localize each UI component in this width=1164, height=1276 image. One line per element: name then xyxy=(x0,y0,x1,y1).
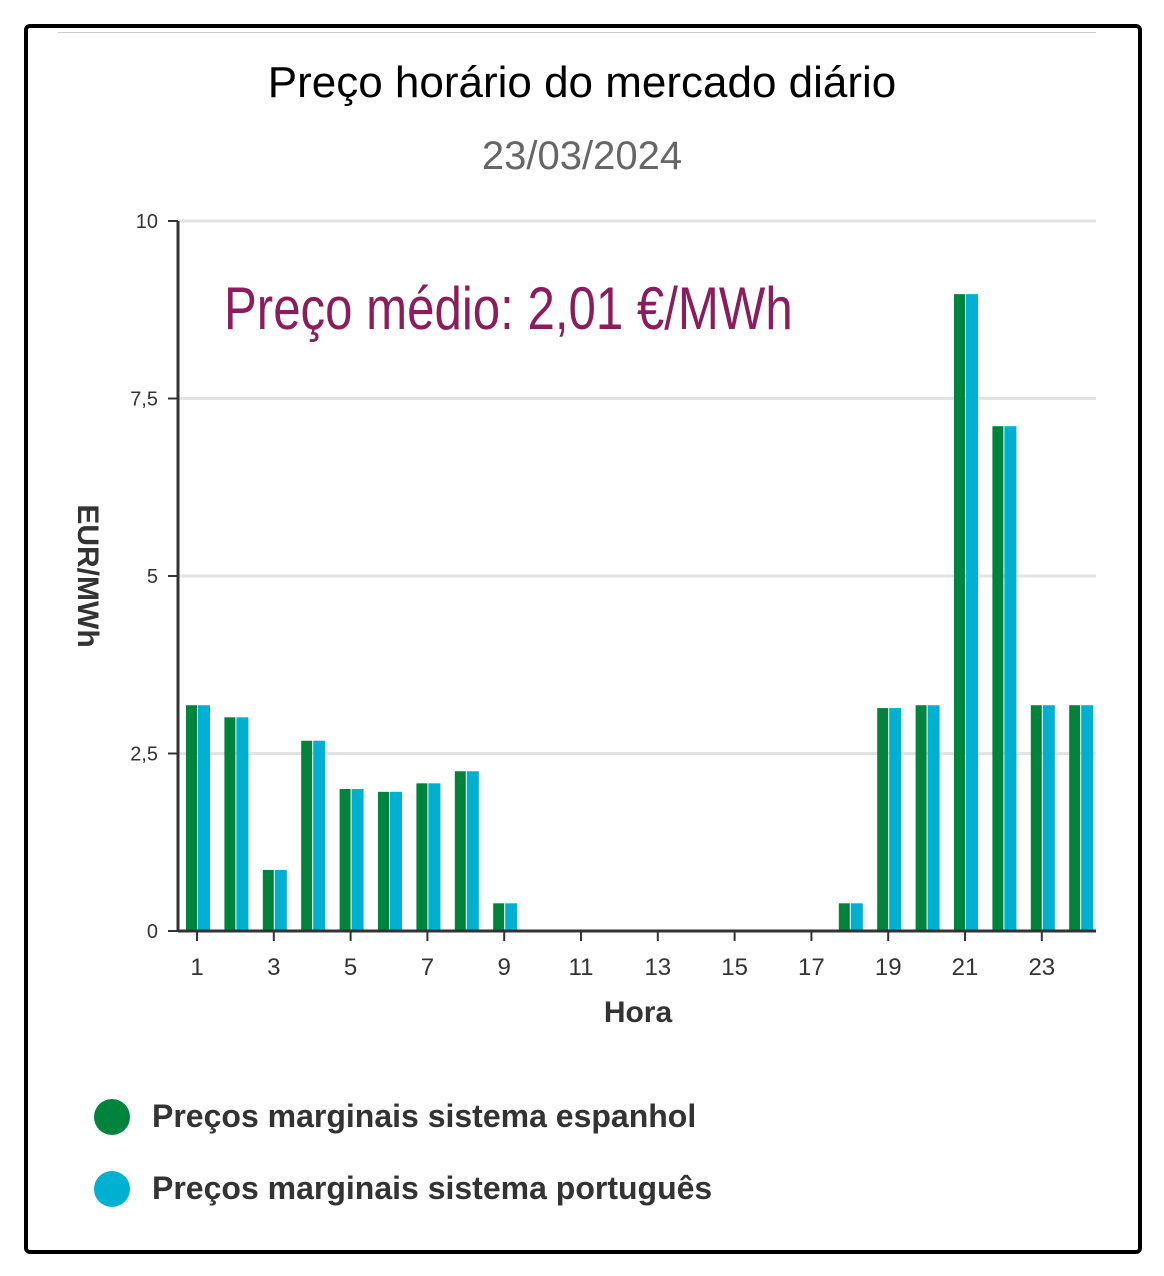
x-tick-label: 5 xyxy=(344,954,357,981)
bar-portuguese-9 xyxy=(505,903,518,931)
x-axis-label: Hora xyxy=(604,996,673,1029)
bar-spanish-24 xyxy=(1069,705,1081,931)
bar-spanish-7 xyxy=(416,783,428,931)
bar-spanish-5 xyxy=(339,789,351,931)
bar-spanish-23 xyxy=(1030,705,1042,931)
bar-spanish-3 xyxy=(262,869,274,931)
chart-subtitle: 23/03/2024 xyxy=(481,134,683,178)
x-tick-label: 11 xyxy=(569,954,594,981)
bar-spanish-20 xyxy=(915,705,927,931)
x-tick-label: 9 xyxy=(498,954,511,981)
bar-portuguese-7 xyxy=(428,783,441,931)
legend-label: Preços marginais sistema português xyxy=(152,1170,713,1206)
y-tick-label: 7,5 xyxy=(130,389,158,411)
bar-spanish-1 xyxy=(186,705,197,931)
divider xyxy=(58,32,1096,33)
bar-portuguese-8 xyxy=(466,771,479,931)
x-tick-label: 1 xyxy=(190,954,203,981)
bar-spanish-21 xyxy=(954,294,965,931)
x-tick-label: 3 xyxy=(267,954,280,981)
x-tick-label: 23 xyxy=(1028,954,1055,981)
bar-portuguese-4 xyxy=(313,740,326,931)
bar-portuguese-3 xyxy=(274,869,287,931)
mean-price-annotation: Preço médio: 2,01 €/MWh xyxy=(224,274,793,342)
bar-spanish-9 xyxy=(493,903,505,931)
legend-dot-blue xyxy=(94,1170,130,1207)
legend-item-spanish[interactable]: Preços marginais sistema espanhol xyxy=(94,1098,696,1135)
bar-portuguese-1 xyxy=(198,705,210,931)
legend-label: Preços marginais sistema espanhol xyxy=(152,1098,697,1134)
bar-spanish-22 xyxy=(992,426,1004,931)
bar-portuguese-5 xyxy=(351,789,364,931)
x-tick-label: 17 xyxy=(798,954,825,981)
chart-title: Preço horário do mercado diário xyxy=(267,58,897,107)
bar-portuguese-19 xyxy=(889,708,902,931)
y-tick-label: 5 xyxy=(147,566,158,588)
bar-spanish-8 xyxy=(454,771,466,931)
bar-portuguese-21 xyxy=(966,294,978,931)
bar-portuguese-18 xyxy=(850,903,863,931)
bar-spanish-19 xyxy=(877,708,889,931)
y-axis-label: EUR/MWh xyxy=(71,504,104,647)
y-tick-label: 2,5 xyxy=(130,744,158,766)
bar-spanish-4 xyxy=(301,740,313,931)
x-tick-label: 13 xyxy=(644,954,671,981)
legend-dot-green xyxy=(94,1098,130,1135)
bar-portuguese-22 xyxy=(1004,426,1017,931)
y-tick-label: 0 xyxy=(147,921,158,943)
bar-spanish-18 xyxy=(838,903,850,931)
bar-portuguese-2 xyxy=(236,717,249,931)
x-tick-label: 19 xyxy=(875,954,902,981)
bar-portuguese-24 xyxy=(1081,705,1094,931)
legend-item-portuguese[interactable]: Preços marginais sistema português xyxy=(94,1170,712,1207)
x-tick-label: 15 xyxy=(721,954,748,981)
y-tick-label: 10 xyxy=(136,211,158,233)
bar-portuguese-23 xyxy=(1042,705,1055,931)
x-tick-label: 21 xyxy=(952,954,979,981)
bar-spanish-2 xyxy=(224,717,236,931)
bar-spanish-6 xyxy=(378,791,389,931)
x-tick-label: 7 xyxy=(421,954,434,981)
bar-portuguese-6 xyxy=(390,791,402,931)
bar-portuguese-20 xyxy=(927,705,940,931)
